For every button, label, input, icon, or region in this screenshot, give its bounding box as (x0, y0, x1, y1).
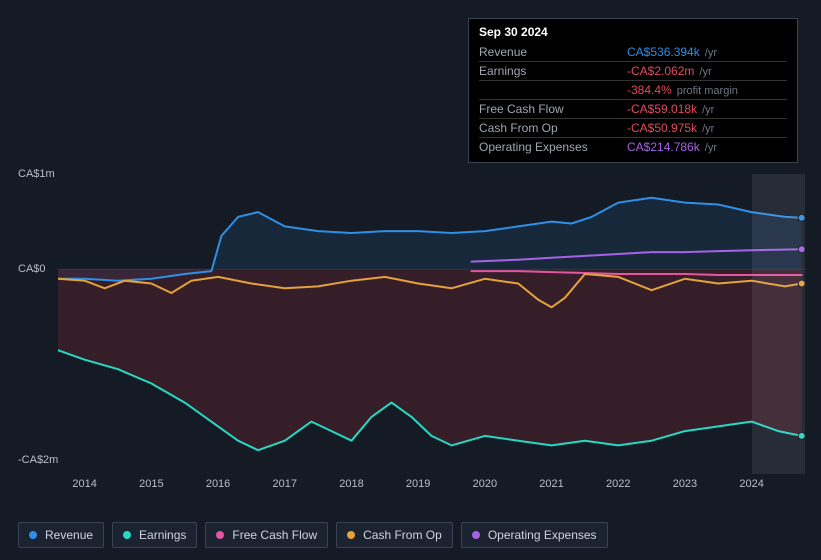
x-axis-label: 2020 (473, 478, 497, 490)
legend-dot-icon (123, 531, 131, 539)
tooltip-metric-value: -CA$50.975k (627, 121, 697, 135)
tooltip-metric-suffix: profit margin (674, 85, 738, 97)
x-axis-label: 2018 (339, 478, 363, 490)
x-axis-label: 2021 (539, 478, 563, 490)
legend-label: Operating Expenses (488, 528, 597, 542)
tooltip-row: Operating Expenses CA$214.786k /yr (479, 137, 787, 156)
y-axis-label: CA$1m (18, 168, 55, 180)
legend-dot-icon (216, 531, 224, 539)
x-axis-label: 2017 (273, 478, 297, 490)
tooltip-metric-label: Operating Expenses (479, 140, 588, 154)
tooltip-metric-suffix: /yr (699, 123, 714, 135)
x-axis-label: 2016 (206, 478, 230, 490)
legend-dot-icon (29, 531, 37, 539)
legend-dot-icon (347, 531, 355, 539)
tooltip-metric-suffix: /yr (702, 142, 717, 154)
tooltip-metric-value: -CA$2.062m (627, 64, 694, 78)
tooltip-metric-suffix: /yr (702, 47, 717, 59)
legend-label: Revenue (45, 528, 93, 542)
chart-highlight-band (752, 174, 805, 474)
tooltip-row: Revenue CA$536.394k /yr (479, 43, 787, 61)
legend-label: Free Cash Flow (232, 528, 317, 542)
legend-item-revenue[interactable]: Revenue (18, 522, 104, 548)
y-axis-label: -CA$2m (18, 454, 58, 466)
hover-tooltip: Sep 30 2024 RevenueCA$536.394k /yrEarnin… (468, 18, 798, 163)
tooltip-metric-label: Earnings (479, 64, 526, 78)
x-axis-label: 2019 (406, 478, 430, 490)
x-axis-label: 2015 (139, 478, 163, 490)
tooltip-metric-value: -384.4% (627, 83, 672, 97)
tooltip-metric-label: Revenue (479, 45, 527, 59)
legend-dot-icon (472, 531, 480, 539)
legend-label: Cash From Op (363, 528, 442, 542)
tooltip-metric-suffix: /yr (696, 66, 711, 78)
x-axis-label: 2024 (739, 478, 763, 490)
legend-item-fcf[interactable]: Free Cash Flow (205, 522, 328, 548)
tooltip-row: Free Cash Flow -CA$59.018k /yr (479, 99, 787, 118)
x-axis-label: 2023 (673, 478, 697, 490)
tooltip-date: Sep 30 2024 (479, 25, 787, 43)
legend-item-opex[interactable]: Operating Expenses (461, 522, 608, 548)
tooltip-metric-value: CA$214.786k (627, 140, 700, 154)
legend-item-earnings[interactable]: Earnings (112, 522, 197, 548)
y-axis-label: CA$0 (18, 263, 46, 275)
tooltip-metric-label: Free Cash Flow (479, 102, 564, 116)
legend-label: Earnings (139, 528, 186, 542)
tooltip-metric-value: -CA$59.018k (627, 102, 697, 116)
chart-plot-area[interactable] (58, 174, 805, 474)
legend-item-cfo[interactable]: Cash From Op (336, 522, 453, 548)
tooltip-metric-suffix: /yr (699, 104, 714, 116)
tooltip-row: -384.4% profit margin (479, 80, 787, 99)
x-axis-label: 2014 (72, 478, 96, 490)
tooltip-metric-value: CA$536.394k (627, 45, 700, 59)
chart-legend: Revenue Earnings Free Cash Flow Cash From O… (18, 522, 608, 548)
financials-chart: CA$1m CA$0 -CA$2m 2014 2015 2016 2017 2018 2019… (16, 160, 805, 500)
tooltip-row: Earnings -CA$2.062m /yr (479, 61, 787, 80)
x-axis-label: 2022 (606, 478, 630, 490)
tooltip-metric-label: Cash From Op (479, 121, 558, 135)
tooltip-row: Cash From Op -CA$50.975k /yr (479, 118, 787, 137)
